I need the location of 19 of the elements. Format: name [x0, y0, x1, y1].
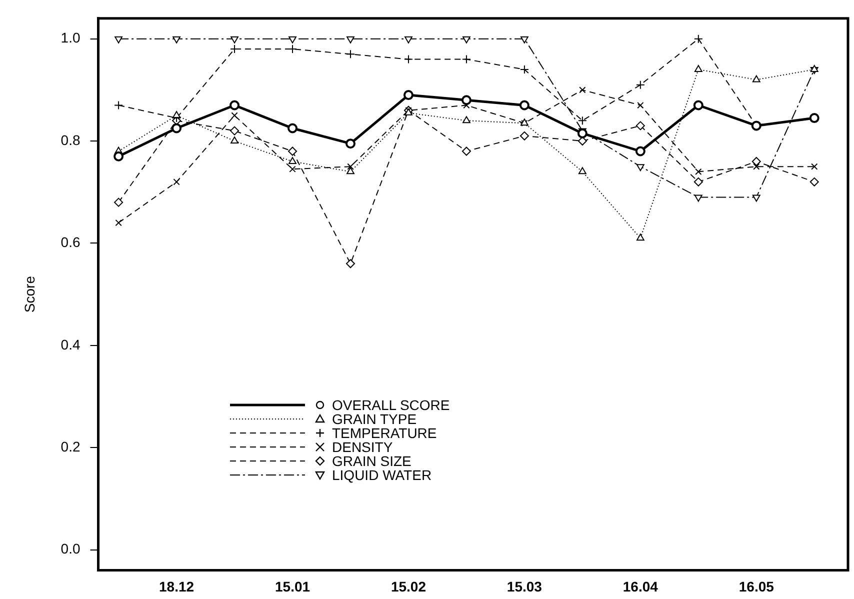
legend-label: DENSITY [332, 439, 393, 455]
x-tick-label: 16.04 [622, 578, 658, 594]
y-tick-label: 1.0 [60, 30, 80, 46]
x-tick-label: 18.12 [159, 578, 194, 594]
x-tick-label: 15.01 [274, 578, 310, 594]
x-tick-label: 15.02 [390, 578, 426, 594]
legend-label: OVERALL SCORE [332, 397, 450, 413]
legend-label: TEMPERATURE [332, 425, 437, 441]
y-axis-title: Score [21, 276, 38, 313]
legend-label: GRAIN TYPE [332, 411, 417, 427]
y-tick-label: 0.2 [60, 438, 80, 454]
y-tick-label: 0.4 [60, 336, 80, 352]
x-tick-label: 15.03 [506, 578, 542, 594]
legend-label: LIQUID WATER [332, 467, 432, 483]
x-tick-label: 16.05 [738, 578, 774, 594]
y-tick-label: 0.6 [60, 234, 80, 250]
y-tick-label: 0.0 [60, 540, 80, 557]
y-tick-label: 0.8 [60, 132, 80, 148]
legend-label: GRAIN SIZE [332, 453, 412, 469]
